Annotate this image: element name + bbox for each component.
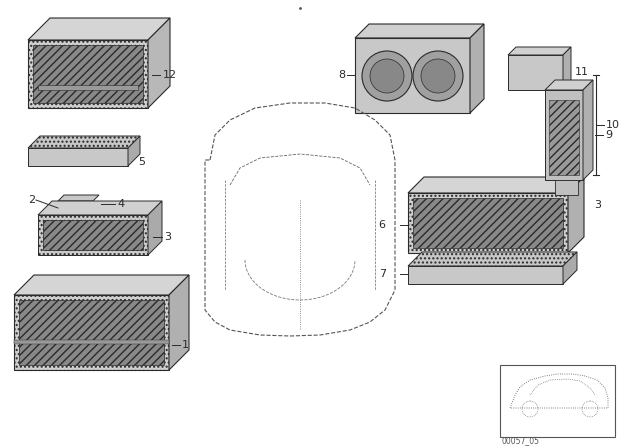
- Circle shape: [413, 51, 463, 101]
- Polygon shape: [408, 266, 563, 284]
- Polygon shape: [28, 136, 140, 148]
- Text: 4: 4: [117, 199, 124, 209]
- Polygon shape: [38, 201, 162, 215]
- Polygon shape: [14, 275, 189, 295]
- Polygon shape: [33, 45, 143, 103]
- Polygon shape: [148, 201, 162, 255]
- Polygon shape: [19, 300, 164, 365]
- Text: 6: 6: [378, 220, 385, 230]
- Polygon shape: [38, 85, 138, 90]
- Polygon shape: [43, 220, 143, 250]
- Polygon shape: [355, 38, 470, 113]
- Polygon shape: [28, 148, 128, 166]
- Polygon shape: [563, 252, 577, 284]
- Polygon shape: [408, 252, 577, 266]
- Polygon shape: [28, 40, 148, 108]
- Polygon shape: [169, 275, 189, 370]
- Bar: [500, 365, 615, 437]
- Text: 10: 10: [606, 120, 620, 130]
- Text: 9: 9: [605, 130, 612, 140]
- Circle shape: [421, 59, 455, 93]
- Polygon shape: [568, 177, 584, 253]
- Text: 12: 12: [163, 70, 177, 80]
- Polygon shape: [563, 47, 571, 90]
- Polygon shape: [555, 180, 578, 195]
- Text: 3: 3: [164, 232, 171, 242]
- Polygon shape: [508, 47, 571, 55]
- Polygon shape: [408, 193, 568, 253]
- Polygon shape: [408, 177, 584, 193]
- Polygon shape: [355, 24, 484, 38]
- Polygon shape: [508, 55, 563, 90]
- Polygon shape: [545, 80, 593, 90]
- Text: 1: 1: [182, 340, 189, 350]
- Polygon shape: [545, 90, 583, 180]
- Polygon shape: [148, 18, 170, 108]
- Polygon shape: [38, 215, 148, 255]
- Polygon shape: [58, 195, 99, 201]
- Text: 2: 2: [28, 195, 35, 205]
- Circle shape: [370, 59, 404, 93]
- Polygon shape: [583, 80, 593, 180]
- Text: 8: 8: [338, 70, 345, 80]
- Circle shape: [362, 51, 412, 101]
- Text: 7: 7: [379, 269, 386, 279]
- Polygon shape: [470, 24, 484, 113]
- Polygon shape: [14, 295, 169, 370]
- Polygon shape: [14, 340, 169, 344]
- Polygon shape: [58, 201, 93, 216]
- Text: 11: 11: [575, 67, 589, 77]
- Polygon shape: [413, 198, 563, 248]
- Polygon shape: [549, 100, 579, 175]
- Polygon shape: [128, 136, 140, 166]
- Text: 00057_05: 00057_05: [502, 436, 540, 445]
- Text: 5: 5: [138, 157, 145, 167]
- Polygon shape: [28, 18, 170, 40]
- Text: 3: 3: [594, 200, 601, 210]
